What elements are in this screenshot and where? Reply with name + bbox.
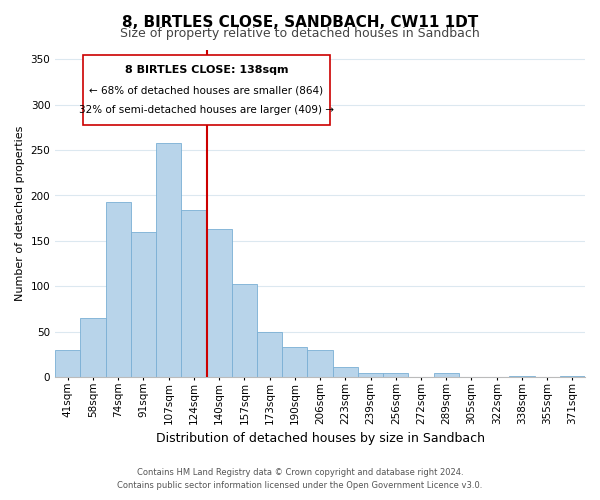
Text: 8 BIRTLES CLOSE: 138sqm: 8 BIRTLES CLOSE: 138sqm bbox=[125, 66, 288, 76]
Text: 32% of semi-detached houses are larger (409) →: 32% of semi-detached houses are larger (… bbox=[79, 106, 334, 116]
Bar bbox=[332, 368, 358, 378]
Bar bbox=[282, 348, 307, 378]
Bar bbox=[131, 232, 156, 378]
Bar bbox=[206, 229, 232, 378]
Bar bbox=[383, 373, 409, 378]
Bar bbox=[509, 376, 535, 378]
Bar bbox=[55, 350, 80, 378]
Bar bbox=[156, 143, 181, 378]
Bar bbox=[80, 318, 106, 378]
Bar bbox=[358, 373, 383, 378]
Y-axis label: Number of detached properties: Number of detached properties bbox=[15, 126, 25, 302]
Bar bbox=[434, 373, 459, 378]
Bar bbox=[181, 210, 206, 378]
Text: ← 68% of detached houses are smaller (864): ← 68% of detached houses are smaller (86… bbox=[89, 86, 323, 96]
Bar bbox=[232, 284, 257, 378]
Bar bbox=[257, 332, 282, 378]
Text: Size of property relative to detached houses in Sandbach: Size of property relative to detached ho… bbox=[120, 28, 480, 40]
Bar bbox=[106, 202, 131, 378]
FancyBboxPatch shape bbox=[83, 54, 330, 124]
Text: 8, BIRTLES CLOSE, SANDBACH, CW11 1DT: 8, BIRTLES CLOSE, SANDBACH, CW11 1DT bbox=[122, 15, 478, 30]
X-axis label: Distribution of detached houses by size in Sandbach: Distribution of detached houses by size … bbox=[155, 432, 485, 445]
Bar bbox=[307, 350, 332, 378]
Text: Contains HM Land Registry data © Crown copyright and database right 2024.
Contai: Contains HM Land Registry data © Crown c… bbox=[118, 468, 482, 490]
Bar bbox=[560, 376, 585, 378]
